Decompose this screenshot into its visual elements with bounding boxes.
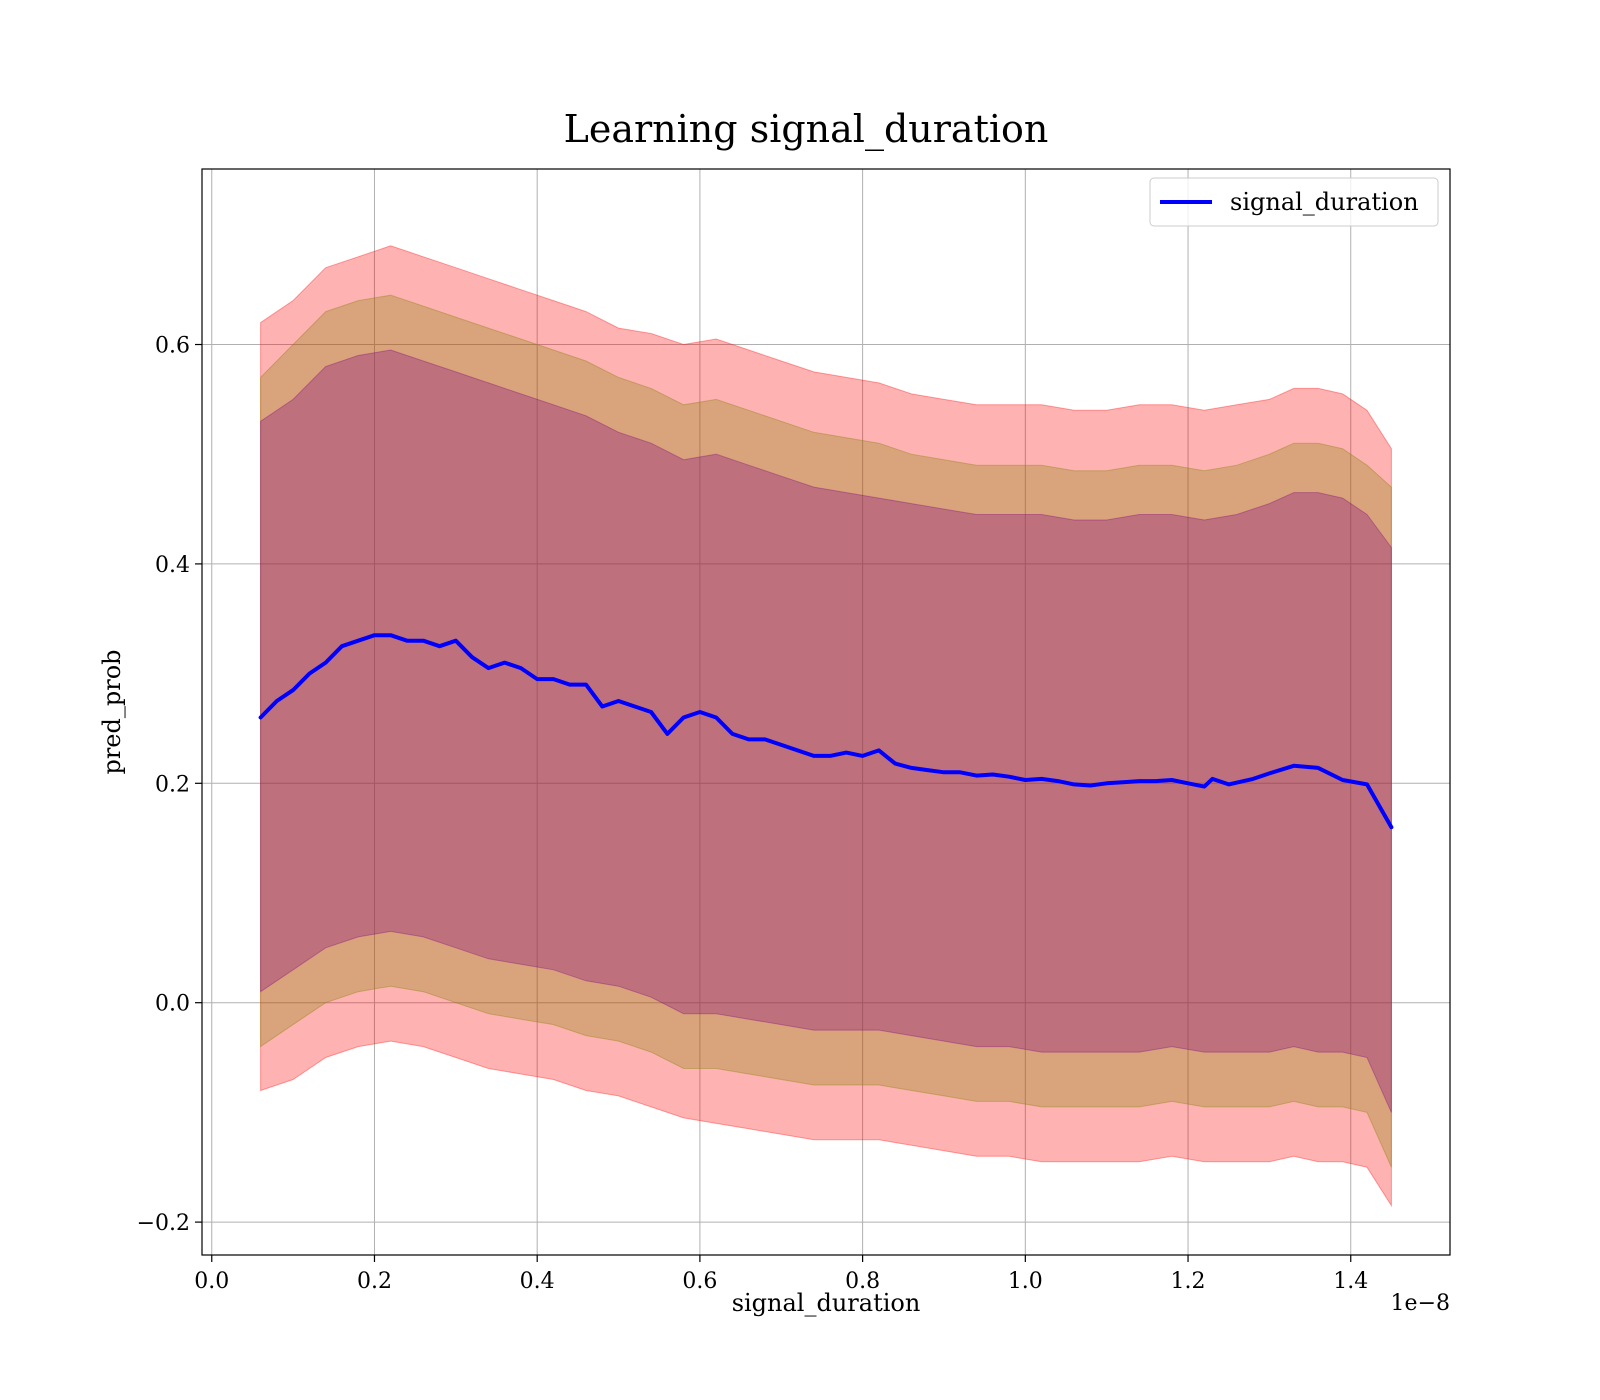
y-tick-label-3: 0.4	[155, 553, 190, 578]
x-tick-label-6: 1.2	[1171, 1269, 1206, 1294]
x-tick-label-0: 0.0	[194, 1269, 229, 1294]
x-tick-label-4: 0.8	[845, 1269, 880, 1294]
confidence-bands	[260, 245, 1392, 1208]
band-middle	[260, 294, 1392, 1168]
y-tick-label-2: 0.2	[155, 772, 190, 797]
x-axis-label: signal_duration	[732, 1289, 921, 1317]
y-tick-label-0: −0.2	[137, 1211, 190, 1236]
band-inner	[260, 349, 1392, 1113]
x-tick-label-7: 1.4	[1333, 1269, 1368, 1294]
x-tick-label-2: 0.4	[520, 1269, 555, 1294]
series-lines	[258, 633, 1394, 830]
x-tick-label-1: 0.2	[357, 1269, 392, 1294]
y-axis-label: pred_prob	[98, 649, 126, 774]
x-tick-label-3: 0.6	[682, 1269, 717, 1294]
band-outer	[260, 245, 1392, 1208]
y-tick-label-4: 0.6	[155, 334, 190, 359]
plot-frame	[201, 168, 1451, 1256]
legend-label: signal_duration	[1230, 188, 1419, 216]
legend-box	[1149, 177, 1439, 227]
x-axis-ticks: 0.0 0.2 0.4 0.6 0.8 1.0 1.2 1.4	[194, 1255, 1368, 1294]
chart-title: Learning signal_duration	[564, 107, 1049, 152]
legend: signal_duration	[1149, 177, 1439, 227]
x-axis-offset-label: 1e−8	[1391, 1291, 1450, 1316]
y-tick-label-1: 0.0	[155, 992, 190, 1017]
y-axis-ticks: −0.2 0.0 0.2 0.4 0.6	[137, 334, 202, 1236]
grid	[202, 169, 1450, 1255]
series-line-0	[258, 633, 1394, 830]
x-tick-label-5: 1.0	[1008, 1269, 1043, 1294]
